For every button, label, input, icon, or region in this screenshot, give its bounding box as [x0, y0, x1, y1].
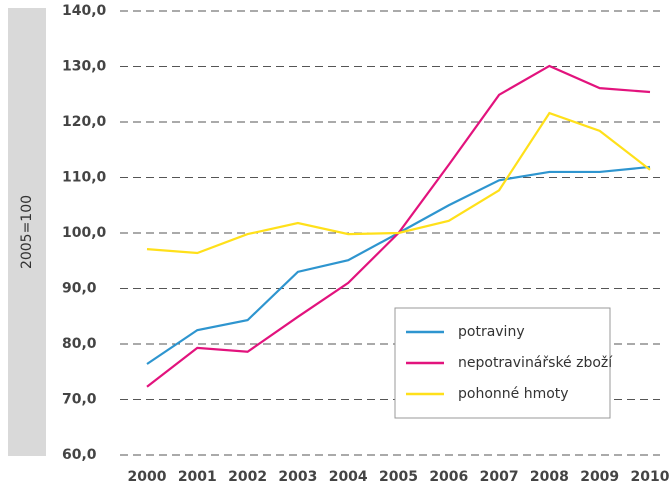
legend-label: pohonné hmoty [458, 386, 569, 402]
x-tick-label: 2007 [480, 469, 519, 485]
series-line [146, 111, 651, 255]
y-tick-label: 130,0 [62, 59, 107, 75]
y-tick-label: 60,0 [62, 447, 97, 463]
x-tick-label: 2009 [580, 469, 619, 485]
x-tick-label: 2004 [329, 469, 368, 485]
y-axis-label: 2005=100 [19, 195, 35, 269]
x-tick-label: 2003 [278, 469, 317, 485]
y-tick-label: 100,0 [62, 225, 107, 241]
y-tick-label: 120,0 [62, 114, 107, 130]
legend-label: potraviny [458, 324, 525, 340]
axis-band [8, 8, 46, 456]
x-tick-label: 2010 [631, 469, 670, 485]
y-tick-label: 80,0 [62, 336, 97, 352]
x-tick-label: 2002 [228, 469, 267, 485]
y-tick-label: 90,0 [62, 281, 97, 297]
x-tick-label: 2006 [429, 469, 468, 485]
x-tick-label: 2005 [379, 469, 418, 485]
x-tick-label: 2008 [530, 469, 569, 485]
y-tick-label: 140,0 [62, 3, 107, 19]
x-tick-label: 2000 [128, 469, 167, 485]
legend-label: nepotravinářské zboží [458, 355, 613, 371]
x-tick-label: 2001 [178, 469, 217, 485]
y-tick-label: 110,0 [62, 170, 107, 186]
y-tick-label: 70,0 [62, 392, 97, 408]
